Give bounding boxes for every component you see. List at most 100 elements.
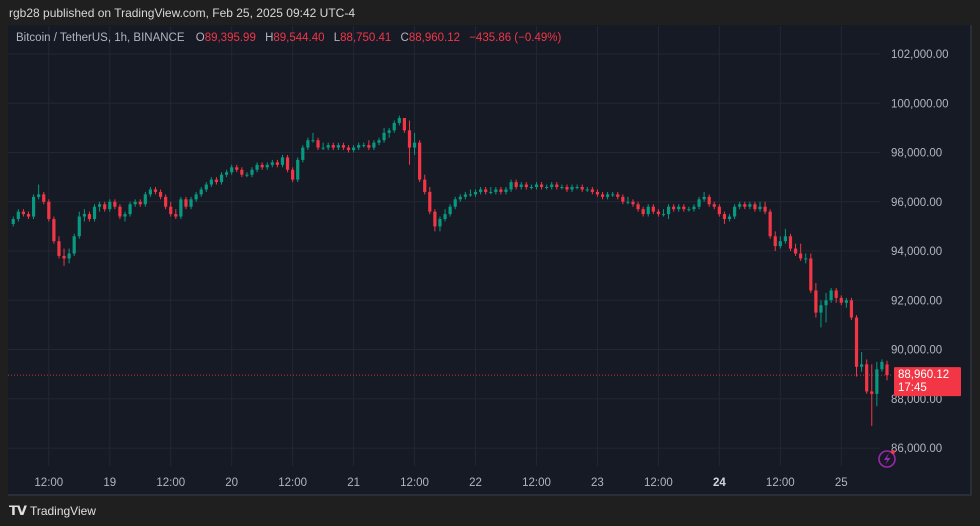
y-tick-label: 86,000.00 bbox=[891, 443, 942, 455]
candle-up bbox=[77, 216, 81, 237]
candle-up bbox=[301, 147, 305, 160]
y-tick-label: 94,000.00 bbox=[891, 246, 942, 258]
candle-down bbox=[753, 204, 757, 210]
candle-down bbox=[809, 258, 813, 291]
x-tick-label: 22 bbox=[469, 477, 482, 489]
x-tick-label: 12:00 bbox=[34, 477, 63, 489]
candle-up bbox=[697, 199, 701, 207]
candle-up bbox=[357, 145, 361, 148]
candle-up bbox=[646, 206, 650, 215]
candle-up bbox=[123, 214, 127, 217]
candle-up bbox=[758, 206, 762, 210]
candle-up bbox=[352, 147, 356, 151]
close-label: C bbox=[400, 32, 409, 44]
candle-down bbox=[524, 184, 528, 188]
candle-up bbox=[844, 300, 848, 303]
candle-up bbox=[387, 130, 391, 133]
candle-up bbox=[16, 211, 20, 220]
y-tick-label: 100,000.00 bbox=[891, 98, 949, 110]
candle-up bbox=[382, 132, 386, 141]
y-tick-label: 98,000.00 bbox=[891, 148, 942, 160]
candle-down bbox=[103, 204, 107, 210]
candle-up bbox=[412, 142, 417, 148]
candle-up bbox=[443, 214, 447, 220]
candle-up bbox=[550, 184, 554, 188]
candle-down bbox=[799, 253, 803, 259]
x-tick-label: 21 bbox=[347, 477, 360, 489]
candle-down bbox=[47, 201, 51, 220]
x-tick-label: 12:00 bbox=[766, 477, 795, 489]
candle-up bbox=[738, 204, 742, 207]
candle-up bbox=[265, 164, 269, 168]
candle-up bbox=[143, 194, 147, 205]
last-price-badge bbox=[894, 367, 961, 397]
candle-down bbox=[839, 297, 843, 303]
candle-down bbox=[21, 211, 25, 215]
candle-up bbox=[219, 174, 224, 183]
lightning-alert-icon[interactable] bbox=[878, 450, 896, 468]
candle-down bbox=[87, 214, 92, 220]
y-tick-label: 92,000.00 bbox=[891, 295, 942, 307]
candle-down bbox=[428, 191, 432, 212]
candle-up bbox=[479, 189, 483, 192]
candle-down bbox=[341, 145, 346, 148]
candle-down bbox=[793, 248, 798, 254]
candle-down bbox=[164, 196, 168, 207]
candle-down bbox=[539, 184, 544, 188]
candle-down bbox=[235, 167, 239, 170]
candle-up bbox=[626, 201, 630, 203]
candle-up bbox=[199, 189, 203, 195]
candle-down bbox=[580, 187, 584, 190]
candle-down bbox=[113, 201, 117, 207]
x-tick-label: 23 bbox=[591, 477, 604, 489]
candle-up bbox=[311, 140, 315, 142]
candle-down bbox=[555, 184, 559, 188]
candle-up bbox=[11, 219, 15, 224]
symbol-name[interactable]: Bitcoin / TetherUS, 1h, BINANCE bbox=[16, 32, 185, 44]
candle-down bbox=[885, 364, 889, 376]
x-tick-label: 12:00 bbox=[400, 477, 429, 489]
candle-down bbox=[672, 206, 676, 210]
candle-up bbox=[270, 162, 274, 165]
candle-down bbox=[275, 162, 279, 165]
candle-up bbox=[72, 236, 76, 254]
candle-up bbox=[204, 184, 208, 190]
candle-down bbox=[707, 196, 711, 205]
candle-up bbox=[509, 182, 513, 190]
candle-up bbox=[748, 204, 752, 207]
brand-name: TradingView bbox=[29, 504, 96, 518]
candle-down bbox=[768, 211, 772, 237]
candle-down bbox=[595, 191, 600, 195]
candle-up bbox=[783, 236, 787, 242]
candle-up bbox=[321, 147, 325, 149]
candle-up bbox=[677, 206, 681, 210]
candle-up bbox=[225, 172, 229, 175]
candle-up bbox=[824, 300, 828, 306]
candle-up bbox=[570, 187, 574, 190]
candle-up bbox=[326, 145, 330, 148]
candle-down bbox=[214, 179, 219, 183]
candle-down bbox=[717, 206, 721, 215]
candle-down bbox=[52, 219, 56, 242]
candle-down bbox=[854, 317, 859, 367]
candle-up bbox=[489, 191, 493, 193]
candle-up bbox=[453, 199, 457, 207]
high-value: 89,544.40 bbox=[273, 32, 325, 44]
candle-down bbox=[763, 206, 767, 212]
footer-brand[interactable]: 𝗧𝗩 TradingView bbox=[9, 503, 96, 519]
candle-up bbox=[661, 214, 666, 216]
candle-up bbox=[128, 204, 132, 215]
candle-down bbox=[169, 206, 173, 215]
x-tick-label: 24 bbox=[713, 477, 726, 489]
x-tick-label: 19 bbox=[103, 477, 116, 489]
low-value: 88,750.41 bbox=[340, 32, 392, 44]
candle-down bbox=[712, 204, 716, 207]
candle-down bbox=[433, 211, 437, 227]
open-value: 89,395.99 bbox=[204, 32, 256, 44]
low-label: L bbox=[333, 32, 341, 44]
candle-up bbox=[860, 364, 864, 367]
open-label: O bbox=[195, 32, 205, 44]
candle-up bbox=[468, 194, 473, 196]
candle-down bbox=[641, 209, 645, 215]
